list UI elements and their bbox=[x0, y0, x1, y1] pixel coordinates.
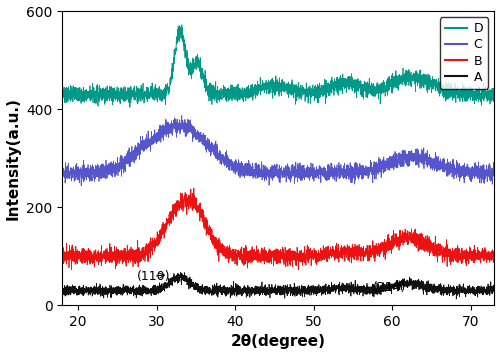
D bbox=[457, 92, 463, 96]
D bbox=[478, 103, 484, 108]
A bbox=[244, 290, 250, 294]
Y-axis label: Intensity(a.u.): Intensity(a.u.) bbox=[6, 97, 20, 219]
Text: (110): (110) bbox=[137, 270, 170, 283]
C bbox=[265, 173, 271, 177]
A bbox=[492, 285, 498, 290]
A bbox=[478, 289, 484, 293]
C bbox=[241, 170, 247, 174]
A bbox=[59, 284, 65, 289]
C bbox=[478, 181, 484, 185]
B bbox=[191, 186, 197, 190]
B bbox=[264, 256, 270, 260]
B bbox=[457, 248, 463, 253]
C bbox=[179, 114, 185, 118]
C bbox=[78, 184, 84, 188]
B bbox=[59, 253, 65, 257]
Text: (214): (214) bbox=[372, 282, 406, 294]
A bbox=[264, 288, 270, 292]
B bbox=[492, 253, 498, 258]
A bbox=[241, 288, 247, 292]
Line: A: A bbox=[62, 273, 494, 299]
A bbox=[178, 271, 184, 275]
X-axis label: 2θ(degree): 2θ(degree) bbox=[231, 334, 326, 349]
Line: C: C bbox=[62, 116, 494, 186]
D bbox=[59, 92, 65, 97]
Legend: D, C, B, A: D, C, B, A bbox=[440, 17, 488, 89]
B bbox=[296, 268, 302, 272]
D bbox=[374, 91, 380, 95]
D bbox=[127, 105, 133, 109]
C bbox=[492, 173, 498, 177]
Line: D: D bbox=[62, 25, 494, 107]
D bbox=[265, 86, 271, 90]
D bbox=[241, 90, 247, 94]
D bbox=[179, 23, 185, 27]
D bbox=[244, 94, 250, 98]
C bbox=[457, 164, 463, 168]
A bbox=[374, 287, 380, 291]
B bbox=[244, 257, 250, 262]
C bbox=[374, 172, 380, 176]
B bbox=[241, 248, 247, 252]
Line: B: B bbox=[62, 188, 494, 270]
B bbox=[478, 256, 484, 260]
D bbox=[492, 91, 498, 95]
A bbox=[457, 283, 463, 287]
C bbox=[59, 166, 65, 170]
B bbox=[374, 250, 380, 254]
A bbox=[454, 297, 460, 301]
C bbox=[244, 169, 250, 173]
